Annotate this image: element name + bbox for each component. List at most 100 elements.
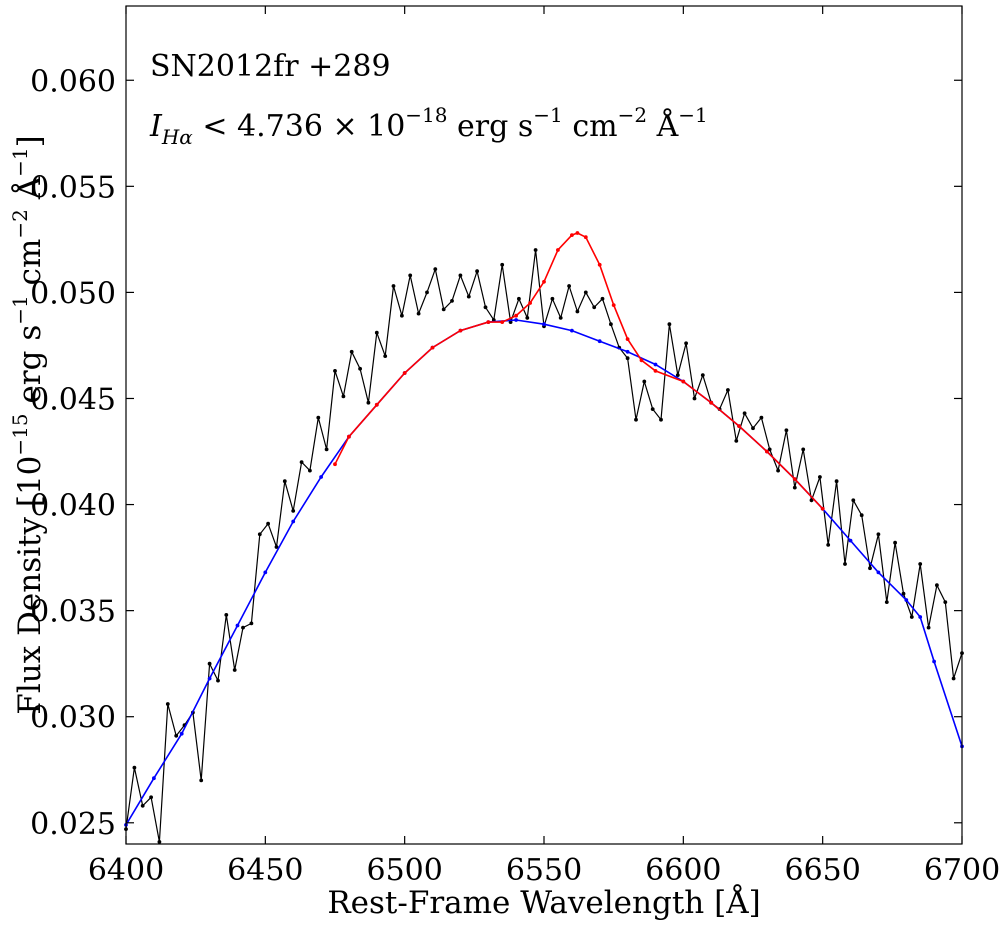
data-point <box>308 468 312 473</box>
data-point <box>792 477 797 481</box>
data-point <box>634 417 638 422</box>
data-point <box>918 615 923 619</box>
data-point <box>366 400 371 405</box>
data-point <box>333 462 337 467</box>
data-point <box>542 322 546 327</box>
data-point <box>132 765 137 770</box>
data-point <box>609 322 613 327</box>
data-point <box>776 468 780 473</box>
data-point <box>525 316 530 320</box>
series-line <box>125 319 963 826</box>
y-tick-label: 0.045 <box>30 382 116 417</box>
limit-units: erg s <box>448 109 534 144</box>
x-tick-label: 6400 <box>88 853 164 888</box>
data-point <box>475 269 479 274</box>
data-point <box>868 566 872 571</box>
data-point <box>558 316 563 320</box>
x-tick-label: 6500 <box>366 853 442 888</box>
data-point <box>681 379 686 384</box>
data-point <box>848 538 853 543</box>
data-point <box>319 475 323 479</box>
data-point <box>425 290 429 295</box>
data-point <box>625 337 630 341</box>
data-point <box>458 328 463 333</box>
series-observed-spectrum <box>124 248 964 844</box>
data-point <box>500 262 505 267</box>
data-point <box>157 840 162 844</box>
y-tick-label: 0.050 <box>30 276 116 311</box>
series-continuum-h-alpha-model <box>333 231 825 511</box>
data-point <box>266 521 270 526</box>
data-point <box>274 545 279 549</box>
data-point <box>926 625 931 630</box>
data-point <box>416 311 421 316</box>
plot-frame <box>125 5 963 845</box>
data-point <box>583 235 588 240</box>
data-point <box>550 296 555 301</box>
data-point <box>742 411 747 416</box>
data-point <box>486 320 491 324</box>
data-point <box>299 460 304 464</box>
data-point <box>575 309 580 314</box>
data-point <box>257 532 262 537</box>
limit-units3: Å <box>647 108 679 144</box>
data-point <box>383 354 388 358</box>
data-point <box>820 506 825 511</box>
data-point <box>893 540 897 545</box>
data-point <box>709 400 714 405</box>
data-point <box>765 449 769 454</box>
data-point <box>692 396 697 401</box>
data-point <box>374 402 379 407</box>
data-point <box>152 776 156 781</box>
tick-layer: 6400 6450 6500 6550 6600 6650 6700 0.025 0.030 0.… <box>30 6 1000 888</box>
data-point <box>597 262 602 267</box>
data-point <box>650 407 655 411</box>
data-point <box>324 447 329 452</box>
data-point <box>932 659 936 664</box>
data-point <box>165 702 170 706</box>
limit-exponent: −18 <box>405 103 447 127</box>
data-point <box>528 301 532 305</box>
y-label-suffix: ] <box>12 135 48 147</box>
data-point <box>466 294 471 299</box>
data-point <box>400 313 404 318</box>
data-point <box>583 290 588 295</box>
data-point <box>834 479 839 484</box>
data-point <box>349 349 354 354</box>
data-point <box>174 733 179 738</box>
data-point <box>341 394 346 399</box>
y-tick-label: 0.055 <box>30 170 116 205</box>
data-point <box>149 795 154 800</box>
data-point <box>207 661 212 666</box>
limit-subscript: Hα <box>161 125 193 149</box>
data-point <box>179 731 184 736</box>
data-point <box>943 600 948 604</box>
limit-units-exp3: −1 <box>678 103 707 127</box>
data-point <box>483 305 488 310</box>
data-point <box>792 485 797 490</box>
y-label-mid1: erg s <box>12 325 48 414</box>
data-point <box>282 479 287 484</box>
y-label-exp4: −1 <box>8 147 32 176</box>
data-point <box>759 415 764 420</box>
data-point <box>876 532 881 537</box>
data-point <box>751 426 755 431</box>
data-point <box>232 668 237 672</box>
limit-label: IHα < 4.736 × 10−18 erg s−1 cm−2 Å−1 <box>149 103 708 149</box>
x-tick-label: 6650 <box>784 853 860 888</box>
data-point <box>575 231 580 235</box>
data-point <box>241 625 245 630</box>
y-tick-label: 0.030 <box>30 701 116 736</box>
data-point <box>374 330 379 335</box>
data-point <box>430 345 435 350</box>
data-point <box>734 439 739 443</box>
x-tick-label: 6600 <box>645 853 721 888</box>
series-layer <box>124 231 964 844</box>
data-point <box>667 322 672 327</box>
data-point <box>556 248 560 252</box>
data-point <box>514 318 518 322</box>
data-point <box>450 299 454 303</box>
data-point <box>801 447 806 452</box>
data-point <box>826 543 831 547</box>
